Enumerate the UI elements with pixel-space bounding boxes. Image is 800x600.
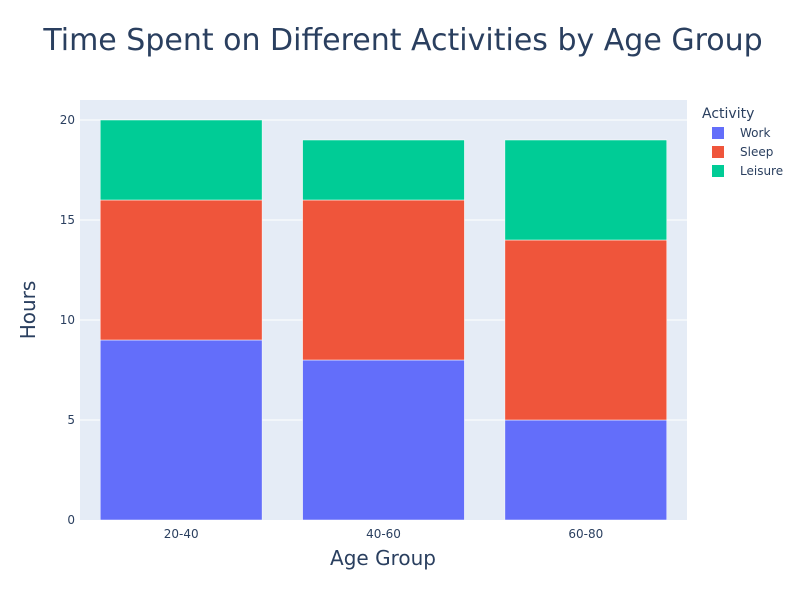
x-tick-label: 20-40 (164, 527, 199, 541)
bar-leisure-60-80 (504, 139, 668, 241)
bar-work-60-80 (504, 419, 668, 521)
legend-item-leisure[interactable]: Leisure (712, 164, 783, 178)
x-tick-label: 60-80 (568, 527, 603, 541)
legend-label: Leisure (740, 164, 783, 178)
bar-sleep-40-60 (302, 199, 465, 361)
y-axis-title: Hours (16, 281, 40, 340)
legend-label: Sleep (740, 145, 773, 159)
x-axis-ticks: 20-40 40-60 60-80 (164, 527, 604, 541)
y-tick-label: 5 (67, 413, 75, 427)
legend-label: Work (740, 126, 770, 140)
y-tick-label: 15 (60, 213, 75, 227)
y-tick-label: 0 (67, 513, 75, 527)
legend-items: Work Sleep Leisure (712, 126, 783, 178)
legend-swatch (712, 165, 724, 177)
bar-work-40-60 (302, 359, 465, 521)
y-tick-label: 10 (60, 313, 75, 327)
y-tick-label: 20 (60, 113, 75, 127)
chart-title: Time Spent on Different Activities by Ag… (42, 23, 762, 58)
bars (99, 119, 668, 521)
legend-title: Activity (702, 106, 754, 122)
bar-work-20-40 (99, 339, 263, 521)
bar-leisure-40-60 (302, 139, 465, 201)
legend-item-work[interactable]: Work (712, 126, 770, 140)
legend-swatch (712, 146, 724, 158)
legend: Activity Work Sleep Leisure (702, 106, 783, 178)
bar-sleep-20-40 (99, 199, 263, 341)
x-axis-title: Age Group (330, 546, 436, 570)
bar-leisure-20-40 (99, 119, 263, 201)
legend-item-sleep[interactable]: Sleep (712, 145, 773, 159)
x-tick-label: 40-60 (366, 527, 401, 541)
bar-sleep-60-80 (504, 239, 668, 421)
y-axis-ticks: 0 5 10 15 20 (60, 113, 75, 527)
legend-swatch (712, 127, 724, 139)
